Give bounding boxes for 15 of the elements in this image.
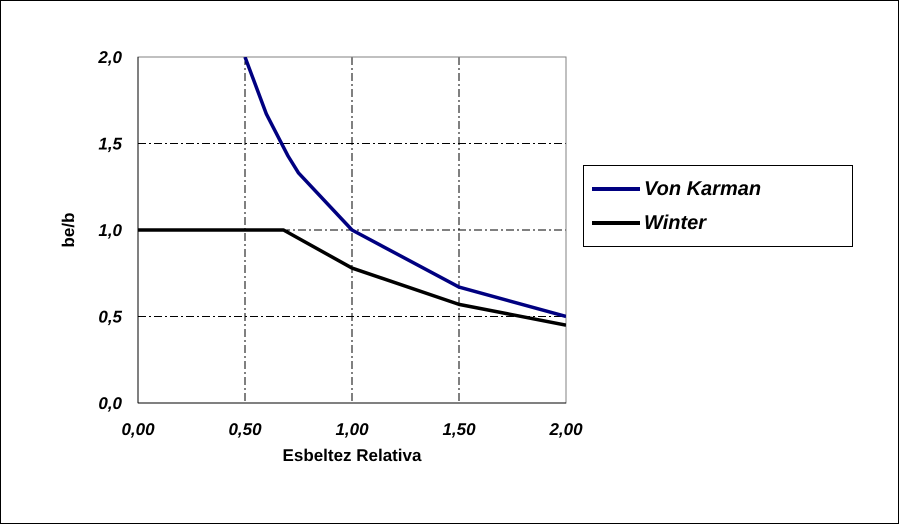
line-series [243,57,566,318]
x-tick-label: 0,00 [121,420,156,440]
x-tick-label: 0,50 [228,420,262,440]
x-tick-label: 2,00 [548,420,584,440]
y-tick-label: 1,5 [98,134,123,154]
y-tick-label: 1,0 [98,221,123,240]
y-tick-label: 0,5 [98,308,123,327]
y-tick-label: 0,0 [98,394,123,414]
x-axis-title: Esbeltez Relativa [282,446,422,465]
y-tick-label: 2,0 [97,48,123,68]
legend-label: Von Karman [644,178,762,200]
y-axis-title: be/b [59,212,78,248]
x-tick-label: 1,50 [442,420,476,440]
x-tick-label: 1,00 [335,420,370,440]
legend-label: Winter [644,212,706,234]
